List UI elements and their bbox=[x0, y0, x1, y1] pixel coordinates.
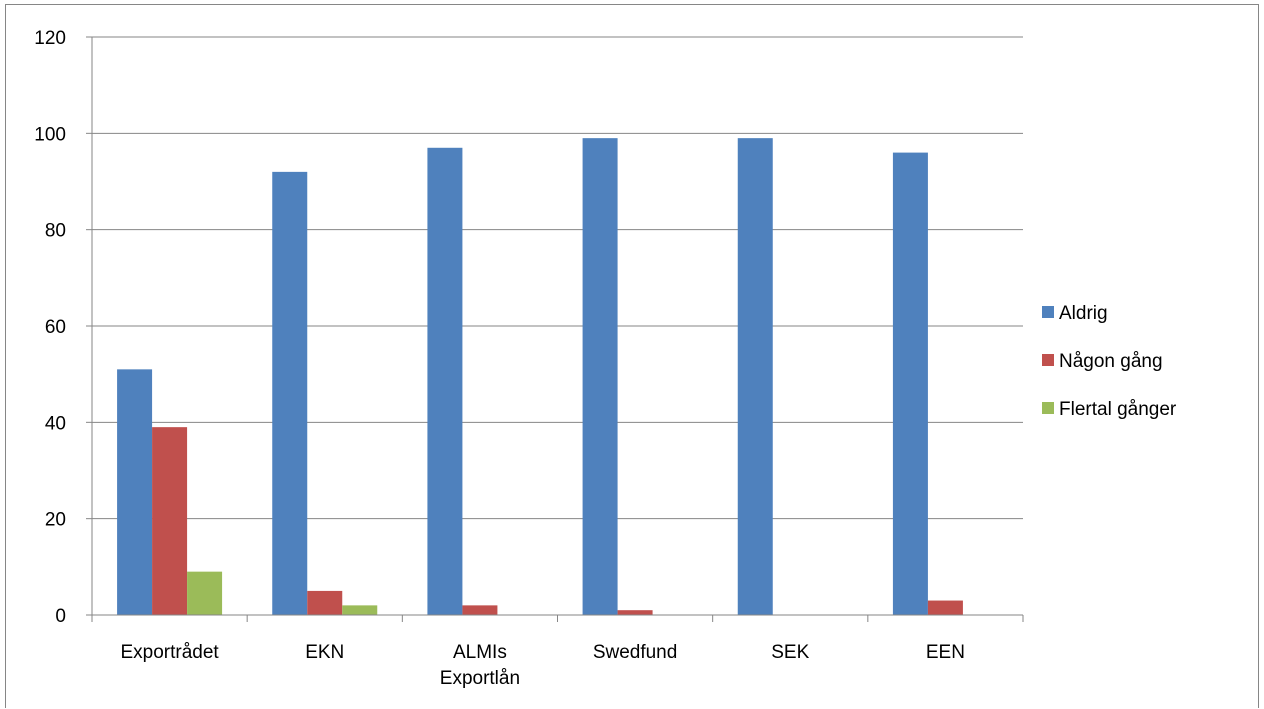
legend-swatch bbox=[1042, 306, 1054, 318]
x-tick-label: Exportrådet bbox=[120, 642, 219, 663]
bar-aldrig bbox=[737, 138, 773, 615]
y-tick-label: 20 bbox=[45, 510, 66, 531]
bar-någon-gång bbox=[927, 600, 963, 615]
y-tick-label: 40 bbox=[45, 413, 66, 434]
bar-någon-gång bbox=[152, 427, 188, 615]
legend-swatch bbox=[1042, 402, 1054, 414]
x-tick-label: Swedfund bbox=[593, 642, 678, 663]
legend-swatch bbox=[1042, 354, 1054, 366]
bar-aldrig bbox=[117, 369, 153, 615]
x-tick-label: ALMIs bbox=[453, 642, 507, 663]
bar-någon-gång bbox=[307, 590, 343, 615]
bar-aldrig bbox=[582, 138, 618, 615]
bar-aldrig bbox=[272, 171, 308, 615]
legend-label: Aldrig bbox=[1059, 303, 1108, 324]
y-tick-label: 100 bbox=[34, 124, 66, 145]
legend: Aldrig Någon gång Flertal gånger bbox=[1042, 303, 1177, 420]
bar-aldrig bbox=[892, 152, 928, 615]
legend-label: Någon gång bbox=[1059, 351, 1163, 372]
x-tick-label: EEN bbox=[926, 642, 965, 663]
x-tick-label: Exportlån bbox=[440, 668, 520, 689]
bars bbox=[117, 138, 963, 616]
x-tick-label: SEK bbox=[771, 642, 809, 663]
bar-flertal-gånger bbox=[342, 605, 378, 615]
bar-aldrig bbox=[427, 147, 463, 616]
gridlines bbox=[92, 36, 1023, 520]
x-tick-label: EKN bbox=[305, 642, 344, 663]
y-tick-label: 60 bbox=[45, 317, 66, 338]
y-tick-label: 0 bbox=[55, 606, 66, 627]
x-tick-labels: Exportrådet EKN ALMIs Exportlån Swedfund SEK E… bbox=[120, 642, 964, 689]
y-tick-label: 120 bbox=[34, 28, 66, 49]
y-tick-label: 80 bbox=[45, 221, 66, 242]
axes bbox=[86, 36, 1024, 622]
bar-flertal-gånger bbox=[187, 571, 223, 615]
legend-label: Flertal gånger bbox=[1059, 399, 1177, 420]
bar-någon-gång bbox=[462, 605, 498, 615]
y-tick-labels: 0 20 40 60 80 100 120 bbox=[34, 28, 66, 627]
bar-någon-gång bbox=[617, 610, 653, 615]
